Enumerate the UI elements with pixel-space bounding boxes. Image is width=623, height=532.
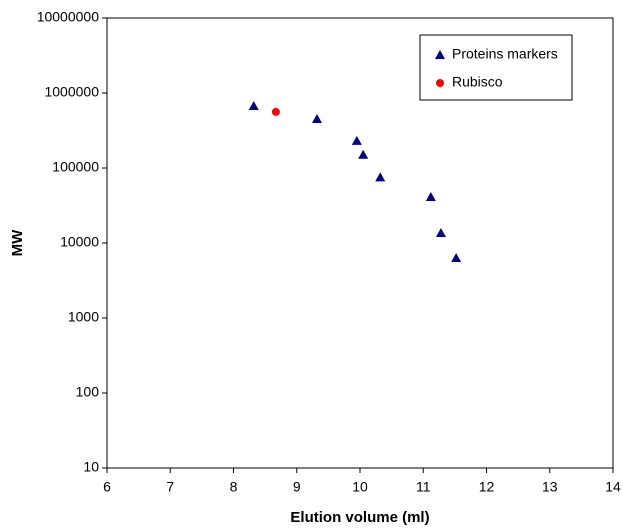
x-tick-label: 8 — [230, 479, 238, 495]
point — [248, 101, 259, 111]
y-tick-label: 1000000 — [44, 84, 99, 100]
point — [351, 135, 362, 145]
legend-label: Rubisco — [452, 74, 503, 90]
y-tick-label: 1000 — [68, 309, 99, 325]
x-tick-label: 10 — [352, 479, 368, 495]
legend-box — [419, 34, 573, 101]
y-axis-title: MW — [9, 229, 26, 256]
point — [358, 149, 369, 159]
point — [271, 107, 280, 116]
y-tick-label: 10 — [83, 459, 99, 475]
y-tick-label: 10000 — [60, 234, 99, 250]
y-tick-label: 100000 — [52, 159, 99, 175]
legend-label: Proteins markers — [452, 46, 558, 62]
point — [375, 172, 386, 182]
x-tick-label: 7 — [166, 479, 174, 495]
y-tick-label: 10000000 — [37, 9, 100, 25]
point — [451, 253, 462, 263]
point — [435, 227, 446, 237]
y-tick-label: 100 — [76, 384, 100, 400]
x-tick-label: 12 — [479, 479, 495, 495]
x-tick-label: 14 — [605, 479, 621, 495]
x-tick-label: 6 — [103, 479, 111, 495]
x-tick-label: 11 — [416, 479, 431, 495]
point — [311, 114, 322, 124]
x-tick-label: 13 — [542, 479, 558, 495]
legend-marker — [436, 79, 444, 87]
point — [425, 192, 436, 202]
legend-marker — [435, 50, 445, 59]
x-axis-title: Elution volume (ml) — [290, 509, 429, 526]
x-tick-label: 9 — [293, 479, 301, 495]
